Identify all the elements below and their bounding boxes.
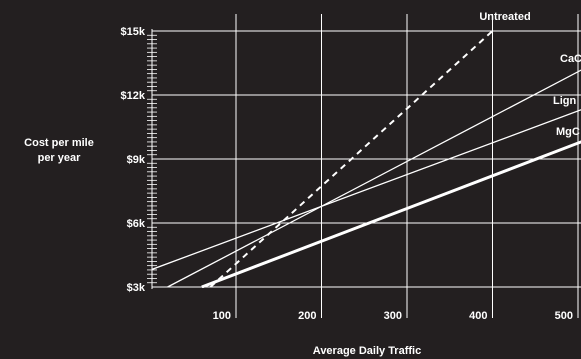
x-axis-tick-labels: 100 200 300 400 500 bbox=[213, 310, 573, 322]
y-axis-label-line-2: per year bbox=[38, 152, 82, 164]
y-tick-label: $3k bbox=[127, 282, 146, 294]
y-axis-label-line-1: Cost per mile bbox=[24, 137, 94, 149]
series-line-3 bbox=[201, 140, 581, 288]
series-label-3: MgC bbox=[556, 126, 580, 138]
x-tick-label: 200 bbox=[298, 310, 316, 322]
y-axis-tick-labels: $3k $6k $9k $12k $15k bbox=[121, 26, 146, 294]
x-tick-label: 300 bbox=[384, 310, 402, 322]
x-tick-label: 100 bbox=[213, 310, 231, 322]
series-line-2 bbox=[152, 109, 581, 271]
minor-ticks bbox=[147, 30, 157, 288]
grid bbox=[151, 14, 581, 318]
series-label-2: Lign bbox=[553, 95, 576, 107]
series-labels: Untreated CaC Lign MgC bbox=[479, 11, 581, 138]
y-tick-label: $12k bbox=[121, 90, 146, 102]
x-tick-label: 400 bbox=[469, 310, 487, 322]
series-label-0: Untreated bbox=[479, 11, 530, 23]
series-line-1 bbox=[167, 69, 581, 288]
series-layer bbox=[152, 30, 581, 288]
x-tick-label: 500 bbox=[555, 310, 573, 322]
series-label-1: CaC bbox=[560, 53, 581, 65]
series-line-0 bbox=[209, 30, 494, 288]
y-tick-label: $9k bbox=[127, 154, 146, 166]
y-tick-label: $15k bbox=[121, 26, 146, 38]
y-tick-label: $6k bbox=[127, 218, 146, 230]
x-axis-label: Average Daily Traffic bbox=[313, 345, 421, 357]
